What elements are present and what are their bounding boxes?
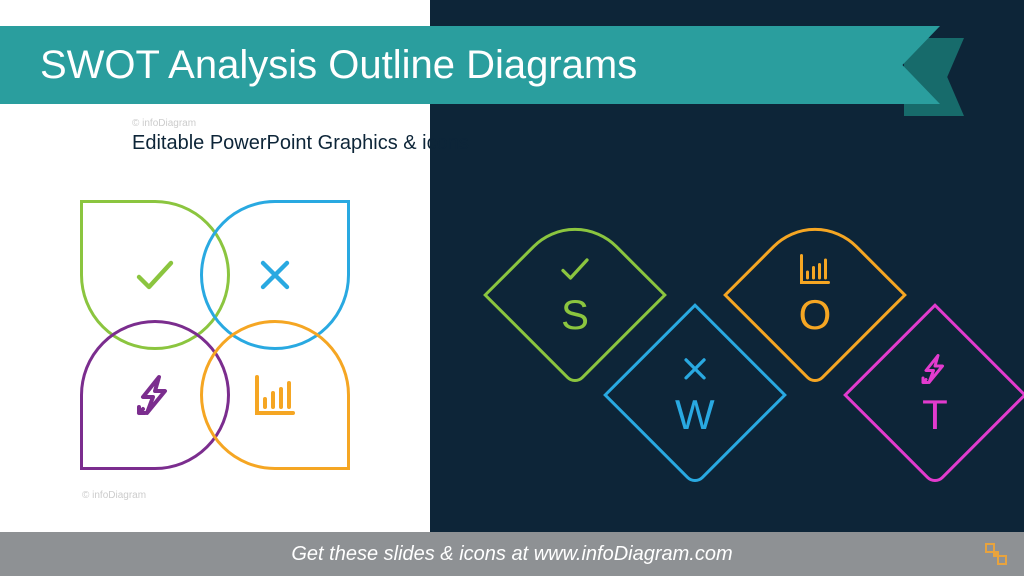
check-icon	[557, 251, 593, 287]
swot-diamonds-diagram: S W O T	[470, 200, 1010, 480]
lightning-arrow-icon	[131, 371, 179, 419]
infodiagram-logo-icon	[984, 542, 1008, 566]
diamond-letter-o: O	[799, 291, 832, 339]
cross-icon	[251, 251, 299, 299]
bar-chart-icon	[251, 371, 299, 419]
footer-bar: Get these slides & icons at www.infoDiag…	[0, 532, 1024, 576]
footer-text: Get these slides & icons at www.infoDiag…	[291, 543, 732, 566]
cross-icon	[677, 351, 713, 387]
check-icon	[131, 251, 179, 299]
bar-chart-icon	[797, 251, 833, 287]
subtitle: Editable PowerPoint Graphics & icons	[132, 132, 469, 155]
page-title: SWOT Analysis Outline Diagrams	[40, 43, 637, 88]
watermark: © infoDiagram	[132, 118, 196, 129]
lightning-arrow-icon	[917, 351, 953, 387]
diamond-letter-w: W	[675, 391, 715, 439]
swot-circle-t	[200, 320, 350, 470]
swot-circles-diagram	[80, 200, 380, 500]
diamond-letter-s: S	[561, 291, 589, 339]
title-ribbon: SWOT Analysis Outline Diagrams	[0, 26, 940, 104]
diamond-letter-t: T	[922, 391, 948, 439]
